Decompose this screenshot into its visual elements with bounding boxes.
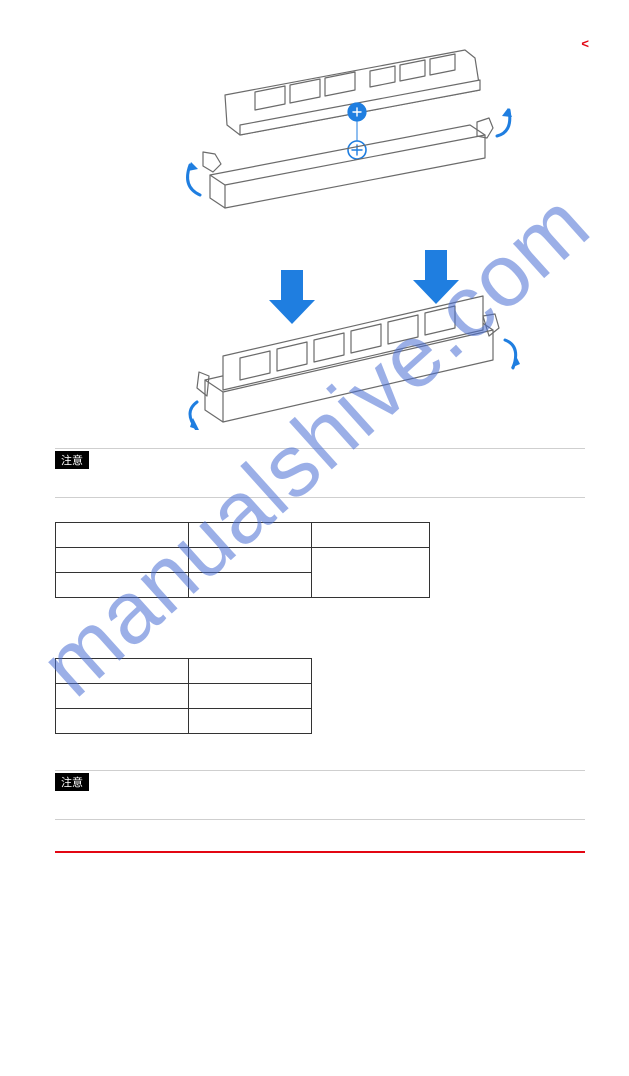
table-row <box>56 684 312 709</box>
page-content: 注意 注意 <box>55 30 585 822</box>
table-1 <box>55 522 430 598</box>
table-2-wrap <box>55 658 585 734</box>
footer-rule <box>55 851 585 853</box>
notice-badge-2: 注意 <box>55 773 89 791</box>
table-row <box>56 548 430 573</box>
divider <box>55 819 585 820</box>
table-row <box>56 659 312 684</box>
figure-ram-press <box>105 240 535 430</box>
divider <box>55 448 585 449</box>
table-row <box>56 523 430 548</box>
notice-badge-1: 注意 <box>55 451 89 469</box>
table-row <box>56 709 312 734</box>
table-1-wrap <box>55 522 585 598</box>
divider <box>55 497 585 498</box>
figure-ram-align <box>105 40 535 230</box>
table-2 <box>55 658 312 734</box>
divider <box>55 770 585 771</box>
